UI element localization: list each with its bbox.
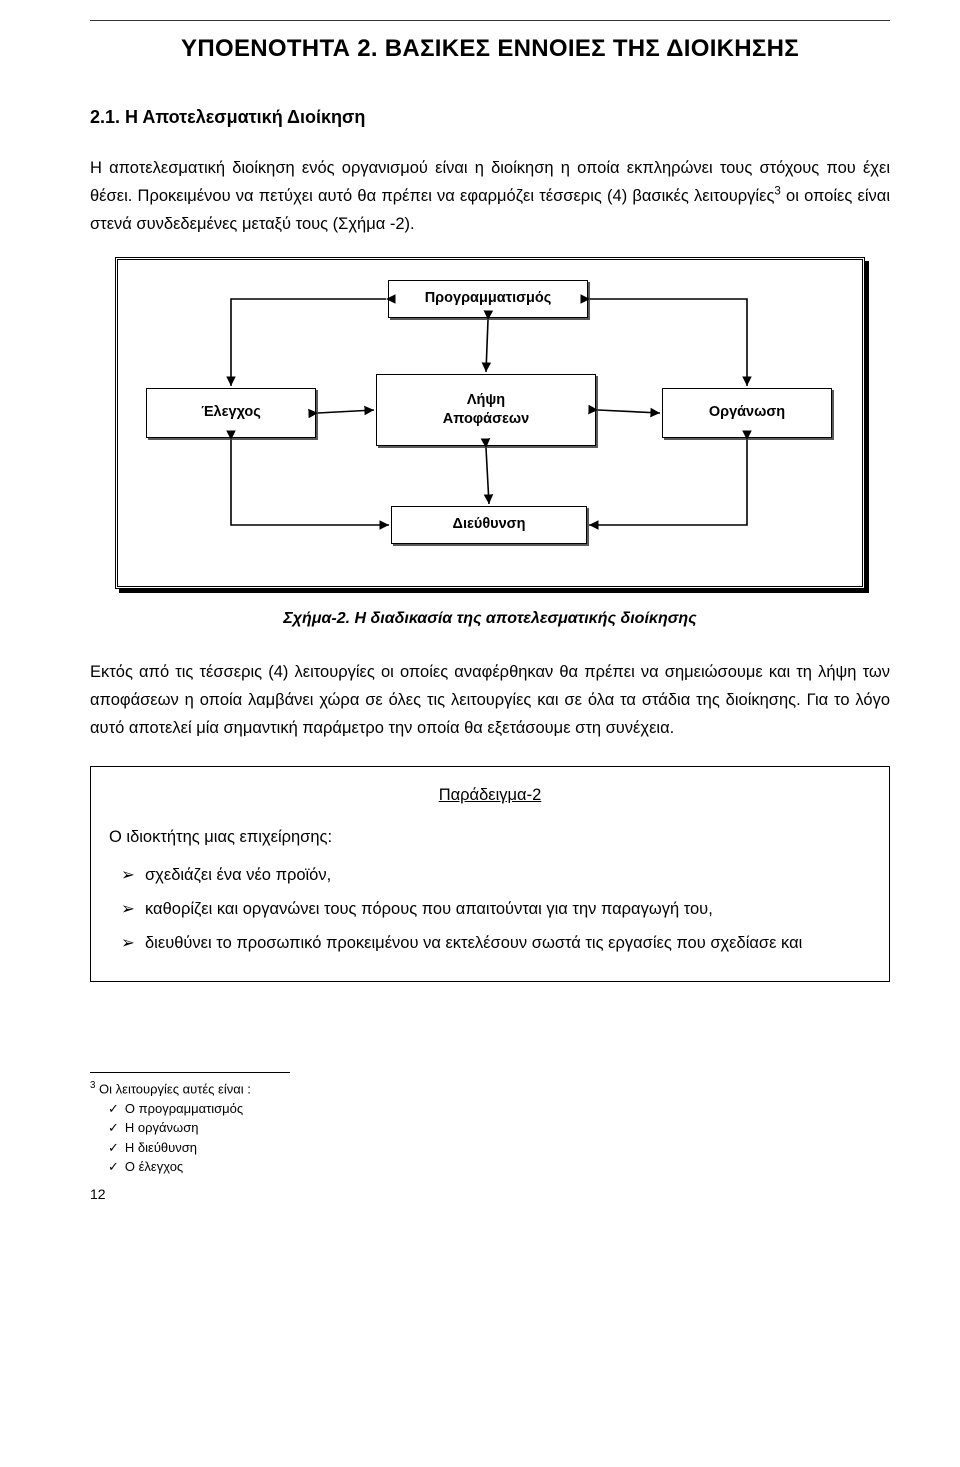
paragraph-2: Εκτός από τις τέσσερις (4) λειτουργίες ο…: [90, 658, 890, 742]
para1-text: Η αποτελεσματική διοίκηση ενός οργανισμο…: [90, 159, 890, 205]
diagram-node-top: Προγραμματισμός: [388, 280, 588, 318]
example-box: Παράδειγμα-2 Ο ιδιοκτήτης μιας επιχείρησ…: [90, 766, 890, 982]
figure-caption: Σχήμα-2. Η διαδικασία της αποτελεσματική…: [90, 605, 890, 632]
example-item: διευθύνει το προσωπικό προκειμένου να εκ…: [121, 929, 871, 957]
example-intro: Ο ιδιοκτήτης μιας επιχείρησης:: [109, 823, 871, 851]
diagram-node-left: Έλεγχος: [146, 388, 316, 438]
caption-prefix: Σχήμα-2.: [283, 610, 354, 627]
footnote-item: Η διεύθυνση: [108, 1138, 890, 1158]
caption-text: Η διαδικασία της αποτελεσματικής διοίκησ…: [355, 610, 697, 627]
section-heading: 2.1. Η Αποτελεσματική Διοίκηση: [90, 102, 890, 133]
footnote-item: Ο προγραμματισμός: [108, 1099, 890, 1119]
diagram-canvas: Προγραμματισμός Έλεγχος Λήψη Αποφάσεων Οργά…: [126, 268, 846, 578]
example-item: καθορίζει και οργανώνει τους πόρους που …: [121, 895, 871, 923]
footnote-lead: Οι λειτουργίες αυτές είναι :: [95, 1081, 250, 1096]
footnote: 3 Οι λειτουργίες αυτές είναι : Ο προγραμ…: [90, 1079, 890, 1177]
footnote-item: Ο έλεγχος: [108, 1157, 890, 1177]
diagram-node-mid: Λήψη Αποφάσεων: [376, 374, 596, 446]
diagram-container: Προγραμματισμός Έλεγχος Λήψη Αποφάσεων Οργά…: [115, 257, 865, 589]
footnote-separator: [90, 1072, 290, 1073]
page-number: 12: [90, 1183, 890, 1207]
diagram-node-right: Οργάνωση: [662, 388, 832, 438]
page-title: ΥΠΟΕΝΟΤΗΤΑ 2. ΒΑΣΙΚΕΣ ΕΝΝΟΙΕΣ ΤΗΣ ΔΙΟΙΚΗ…: [90, 29, 890, 70]
example-item: σχεδιάζει ένα νέο προϊόν,: [121, 861, 871, 889]
header-rule: [90, 20, 890, 21]
footnote-item: Η οργάνωση: [108, 1118, 890, 1138]
paragraph-1: Η αποτελεσματική διοίκηση ενός οργανισμο…: [90, 154, 890, 238]
example-title: Παράδειγμα-2: [109, 781, 871, 809]
diagram-node-bot: Διεύθυνση: [391, 506, 587, 544]
example-list: σχεδιάζει ένα νέο προϊόν, καθορίζει και ο…: [109, 861, 871, 957]
footnote-list: Ο προγραμματισμόςΗ οργάνωσηΗ διεύθυνσηΟ …: [90, 1099, 890, 1177]
diagram-frame: Προγραμματισμός Έλεγχος Λήψη Αποφάσεων Οργά…: [115, 257, 865, 589]
